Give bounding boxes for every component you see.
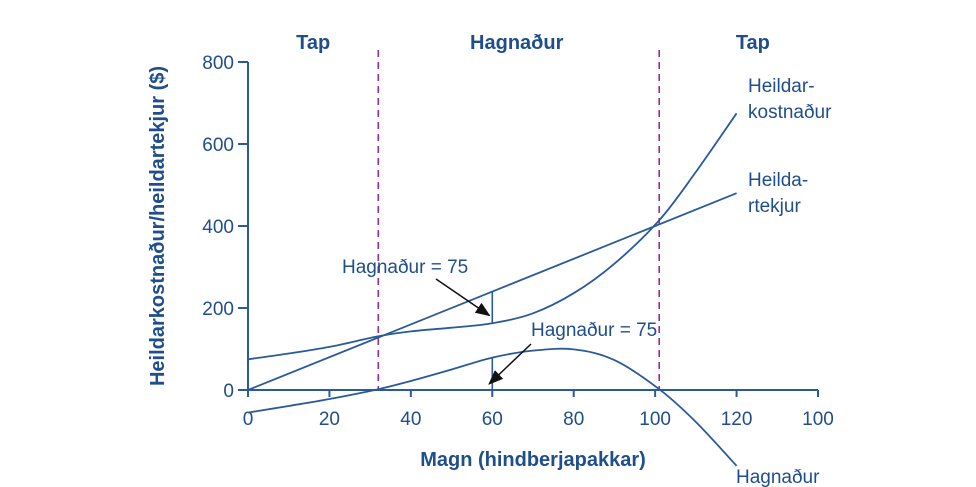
annotation-arrow-1 <box>435 278 491 317</box>
y-tick-label: 600 <box>202 135 234 156</box>
x-tick-label: 40 <box>400 409 421 430</box>
x-tick-label: 0 <box>243 409 254 430</box>
annotation-arrow-2 <box>488 343 532 385</box>
total-cost-curve-label: kostnaður <box>748 102 832 123</box>
profit-curve-label: Hagnaður <box>736 467 820 487</box>
y-tick-label: 400 <box>202 217 234 238</box>
y-axis-title: Heildarkostnaður/heildartekjur ($) <box>147 66 169 386</box>
profit-curve <box>247 347 738 467</box>
total-revenue-line-label: Heilda- <box>748 170 808 191</box>
x-tick-label: 100 <box>802 409 834 430</box>
region-label-2: Hagnaður <box>470 32 564 54</box>
x-axis-title: Magn (hindberjapakkar) <box>420 449 646 471</box>
y-tick-label: 200 <box>202 299 234 320</box>
profit-annotation-1: Hagnaður = 75 <box>342 257 468 278</box>
y-tick-label: 800 <box>202 53 234 74</box>
region-label-1: Tap <box>296 32 330 54</box>
total-cost-curve-label: Heildar- <box>748 76 815 97</box>
x-tick-label: 20 <box>319 409 340 430</box>
x-tick-label: 60 <box>482 409 503 430</box>
profit-annotation-2: Hagnaður = 75 <box>531 320 657 341</box>
x-tick-label: 80 <box>563 409 584 430</box>
total-cost-curve <box>247 112 738 361</box>
y-tick-label: 0 <box>223 381 234 402</box>
x-tick-label: 100 <box>639 409 671 430</box>
region-label-3: Tap <box>736 32 770 54</box>
x-tick-label: 120 <box>721 409 753 430</box>
total-revenue-line-label: rtekjur <box>748 196 801 217</box>
